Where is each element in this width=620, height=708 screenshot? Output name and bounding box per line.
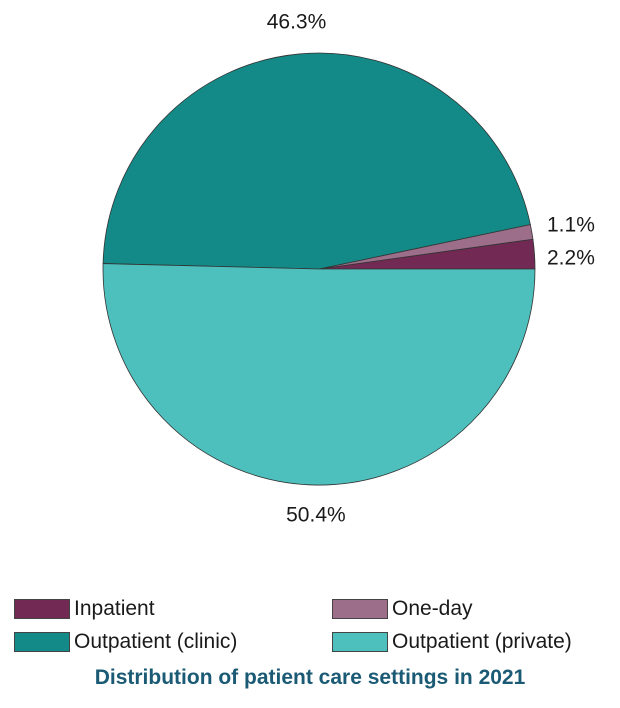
legend-swatch xyxy=(14,632,70,652)
pie-slices xyxy=(102,52,536,486)
chart-title: Distribution of patient care settings in… xyxy=(94,666,526,689)
pie-slice-outpatient-private xyxy=(102,263,536,486)
legend-label: Outpatient (private) xyxy=(392,630,572,653)
pie-chart: 2.2% 1.1% 46.3% 50.4% xyxy=(102,11,595,527)
pie-value-label: 46.3% xyxy=(267,11,327,34)
legend-swatch xyxy=(14,599,70,619)
legend-swatch xyxy=(332,632,388,652)
pie-slice-outpatient-clinic xyxy=(102,52,531,270)
legend-item-one-day: One-day xyxy=(332,597,614,621)
legend-label: One-day xyxy=(392,597,473,620)
legend-item-inpatient: Inpatient xyxy=(14,597,332,621)
legend-swatch xyxy=(332,599,388,619)
legend-item-outpatient-private: Outpatient (private) xyxy=(332,630,614,654)
pie-value-label: 50.4% xyxy=(286,504,346,527)
legend-label: Inpatient xyxy=(74,597,155,620)
pie-value-label: 2.2% xyxy=(547,247,595,270)
legend-label: Outpatient (clinic) xyxy=(74,630,238,653)
chart-legend: Inpatient One-day Outpatient (clinic) Ou… xyxy=(14,597,614,654)
pie-value-label: 1.1% xyxy=(547,214,595,237)
pie-value-labels: 2.2% 1.1% 46.3% 50.4% xyxy=(267,11,595,527)
legend-item-outpatient-clinic: Outpatient (clinic) xyxy=(14,630,332,654)
